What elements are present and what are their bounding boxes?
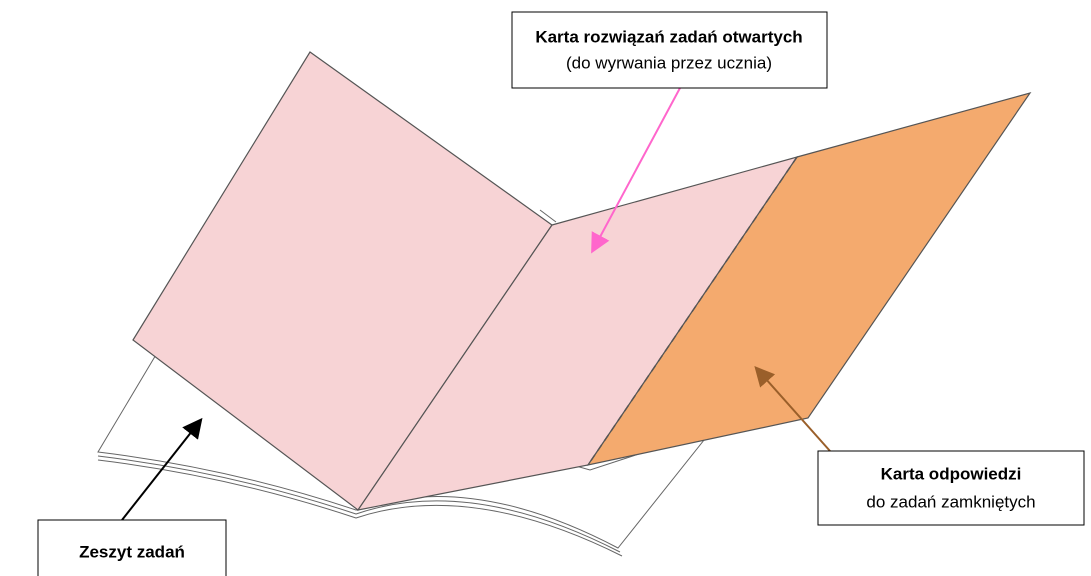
label-box: [818, 451, 1084, 525]
label-title: Zeszyt zadań: [79, 542, 185, 561]
diagram: Karta rozwiązań zadań otwartych (do wyrw…: [0, 0, 1091, 576]
label-title: Karta odpowiedzi: [881, 464, 1022, 483]
label-subtitle: (do wyrwania przez ucznia): [566, 53, 772, 72]
label-box: [512, 12, 827, 88]
label-subtitle: do zadań zamkniętych: [866, 492, 1035, 511]
label-title: Karta rozwiązań zadań otwartych: [535, 27, 802, 46]
